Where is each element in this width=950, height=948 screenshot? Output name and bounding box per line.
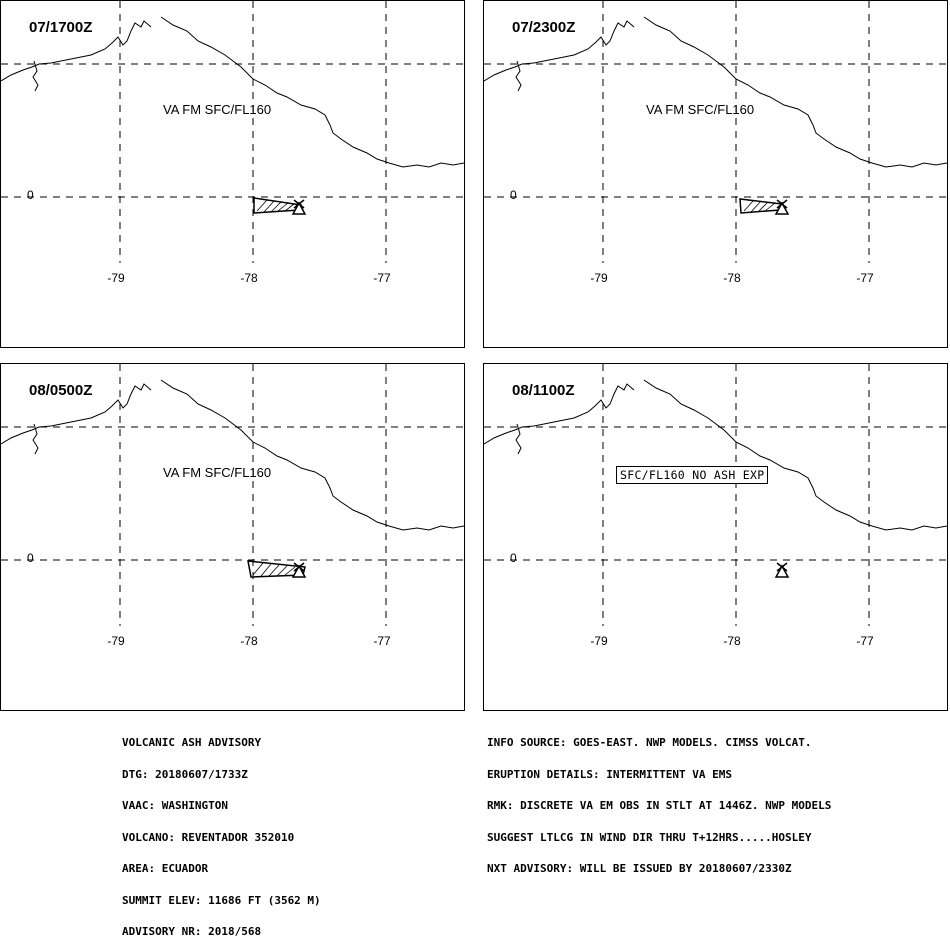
lat-label: 0 [510, 551, 517, 565]
volcano-triangle-icon [774, 562, 790, 578]
lon-label: -78 [723, 634, 741, 648]
lon-label: -78 [723, 271, 741, 285]
valid-time: 08/1100Z [512, 382, 575, 399]
ash-label: VA FM SFC/FL160 [163, 102, 272, 117]
lon-label: -77 [856, 271, 874, 285]
map-graphic [484, 1, 947, 263]
lon-label: -78 [240, 634, 258, 648]
map-graphic [1, 1, 464, 263]
map-panel-1: 07/1700Z VA FM SFC/FL160 0 -79 -78 -77 [0, 0, 465, 348]
advisory-line: DTG: 20180607/1733Z [122, 767, 248, 781]
volcano-triangle-icon [291, 562, 307, 578]
coastline [1, 16, 464, 168]
map-panel-4: 08/1100Z SFC/FL160 NO ASH EXP 0 -79 -78 … [483, 363, 948, 711]
advisory-line: ADVISORY NR: 2018/568 [122, 925, 262, 938]
valid-time: 07/1700Z [29, 19, 93, 36]
map-graphic [1, 364, 464, 626]
advisory-line: NXT ADVISORY: WILL BE ISSUED BY 20180607… [487, 862, 792, 875]
map-graphic [484, 364, 947, 626]
no-ash-label: SFC/FL160 NO ASH EXP [616, 466, 769, 484]
advisory-line: VAAC: WASHINGTON [122, 799, 228, 812]
lat-label: 0 [27, 188, 34, 202]
volcano-triangle-icon [774, 199, 790, 215]
map-panel-3: 08/0500Z VA FM SFC/FL160 0 -79 -78 -77 [0, 363, 465, 711]
advisory-details-block: INFO SOURCE: GOES-EAST. NWP MODELS. CIMS… [487, 717, 831, 885]
advisory-line: VOLCANO: REVENTADOR 352010 [122, 830, 295, 844]
volcano-triangle-icon [291, 199, 307, 215]
coastline [484, 16, 947, 168]
advisory-line: ERUPTION DETAILS: INTERMITTENT VA EMS [487, 767, 733, 781]
advisory-line: INFO SOURCE: GOES-EAST. NWP MODELS. CIMS… [487, 736, 812, 749]
advisory-line: SUGGEST LTLCG IN WIND DIR THRU T+12HRS..… [487, 830, 812, 844]
lon-label: -78 [240, 271, 258, 285]
advisory-header-block: VOLCANIC ASH ADVISORY DTG: 20180607/1733… [122, 717, 321, 948]
coastline [1, 379, 464, 531]
map-panel-2: 07/2300Z VA FM SFC/FL160 0 -79 -78 -77 [483, 0, 948, 348]
advisory-line: RMK: DISCRETE VA EM OBS IN STLT AT 1446Z… [487, 799, 832, 812]
ash-label: VA FM SFC/FL160 [163, 465, 272, 480]
lon-label: -79 [107, 271, 125, 285]
valid-time: 08/0500Z [29, 382, 93, 399]
advisory-line: AREA: ECUADOR [122, 862, 209, 875]
advisory-line: SUMMIT ELEV: 11686 FT (3562 M) [122, 893, 321, 907]
lon-label: -77 [856, 634, 874, 648]
lon-label: -77 [373, 634, 391, 648]
advisory-line: VOLCANIC ASH ADVISORY [122, 736, 262, 749]
coastline [484, 379, 947, 531]
lon-label: -77 [373, 271, 391, 285]
valid-time: 07/2300Z [512, 19, 576, 36]
lon-label: -79 [590, 634, 608, 648]
ash-label: VA FM SFC/FL160 [646, 102, 755, 117]
lon-label: -79 [590, 271, 608, 285]
lon-label: -79 [107, 634, 125, 648]
lat-label: 0 [27, 551, 34, 565]
lat-label: 0 [510, 188, 517, 202]
